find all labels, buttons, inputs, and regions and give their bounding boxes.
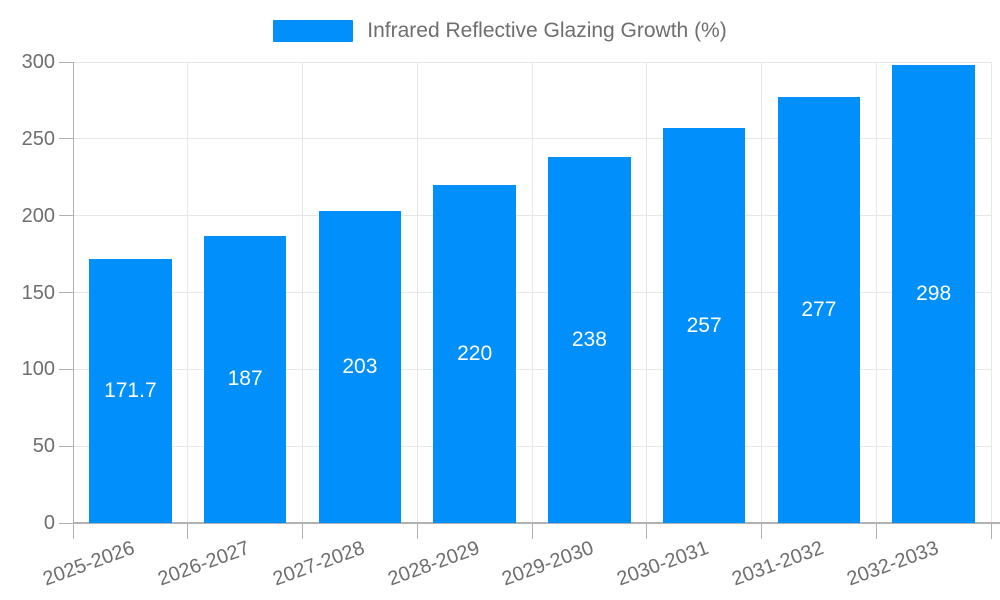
gridline-vertical [990,62,992,523]
gridline-vertical [875,62,877,523]
bar[interactable]: 298 [892,65,975,523]
y-axis-tick-label: 150 [21,281,55,304]
bar-value-label: 171.7 [104,379,157,403]
x-axis-tick [646,523,648,539]
x-axis-category-label: 2027-2028 [269,537,368,591]
y-axis-tick [59,292,73,293]
x-axis-category-label: 2029-2030 [499,537,597,591]
bar-value-label: 238 [571,328,607,352]
x-axis-tick [531,523,533,539]
y-axis-tick [59,138,73,140]
y-axis-tick [59,522,73,524]
x-axis-category-label: 2032-2033 [843,537,942,591]
legend-swatch [273,20,354,42]
x-axis-tick [416,523,418,539]
x-axis-category-label: 2030-2031 [614,537,712,591]
bar-value-label: 187 [227,367,263,391]
y-axis-tick [59,61,73,63]
x-axis-tick [875,523,877,539]
y-axis-tick-label: 0 [43,512,55,534]
bar[interactable]: 187 [203,235,287,523]
y-axis-tick-label: 200 [21,204,55,227]
bar-value-label: 298 [916,282,952,306]
gridline-vertical [302,62,303,523]
y-axis-tick [59,215,73,217]
bar-value-label: 203 [342,355,378,379]
bar-value-label: 277 [801,298,837,322]
gridline-vertical [187,62,189,523]
x-axis-line [73,522,1000,524]
x-axis-tick [302,523,303,539]
x-axis-tick [990,523,992,539]
bar[interactable]: 171.7 [89,259,172,523]
bar-value-label: 220 [457,341,493,365]
y-axis-tick-label: 300 [21,51,55,73]
gridline-vertical [416,62,418,523]
y-axis-tick-label: 50 [32,435,55,458]
y-axis-tick [59,445,73,447]
bar-value-label: 257 [686,313,722,337]
y-axis-tick-label: 250 [21,127,55,150]
gridline-vertical [761,62,762,523]
gridline-vertical [531,62,533,523]
y-axis-tick [59,368,73,370]
x-axis-tick [187,523,189,539]
bar[interactable]: 238 [548,157,631,523]
bar[interactable]: 203 [318,211,402,523]
legend-label: Infrared Reflective Glazing Growth (%) [367,19,727,42]
x-axis-tick [761,523,762,539]
x-axis-tick [72,523,74,539]
chart-legend[interactable]: Infrared Reflective Glazing Growth (%) [0,18,1000,44]
x-axis-category-label: 2028-2029 [384,537,483,591]
y-axis-tick-label: 100 [21,358,55,381]
bar[interactable]: 220 [433,184,516,523]
x-axis-category-label: 2025-2026 [40,537,138,591]
gridline-vertical [646,62,648,523]
bar[interactable]: 277 [777,97,861,523]
bar[interactable]: 257 [662,128,746,523]
x-axis-category-label: 2031-2032 [728,537,827,591]
x-axis-category-label: 2026-2027 [155,537,253,591]
y-axis-line [72,62,74,523]
